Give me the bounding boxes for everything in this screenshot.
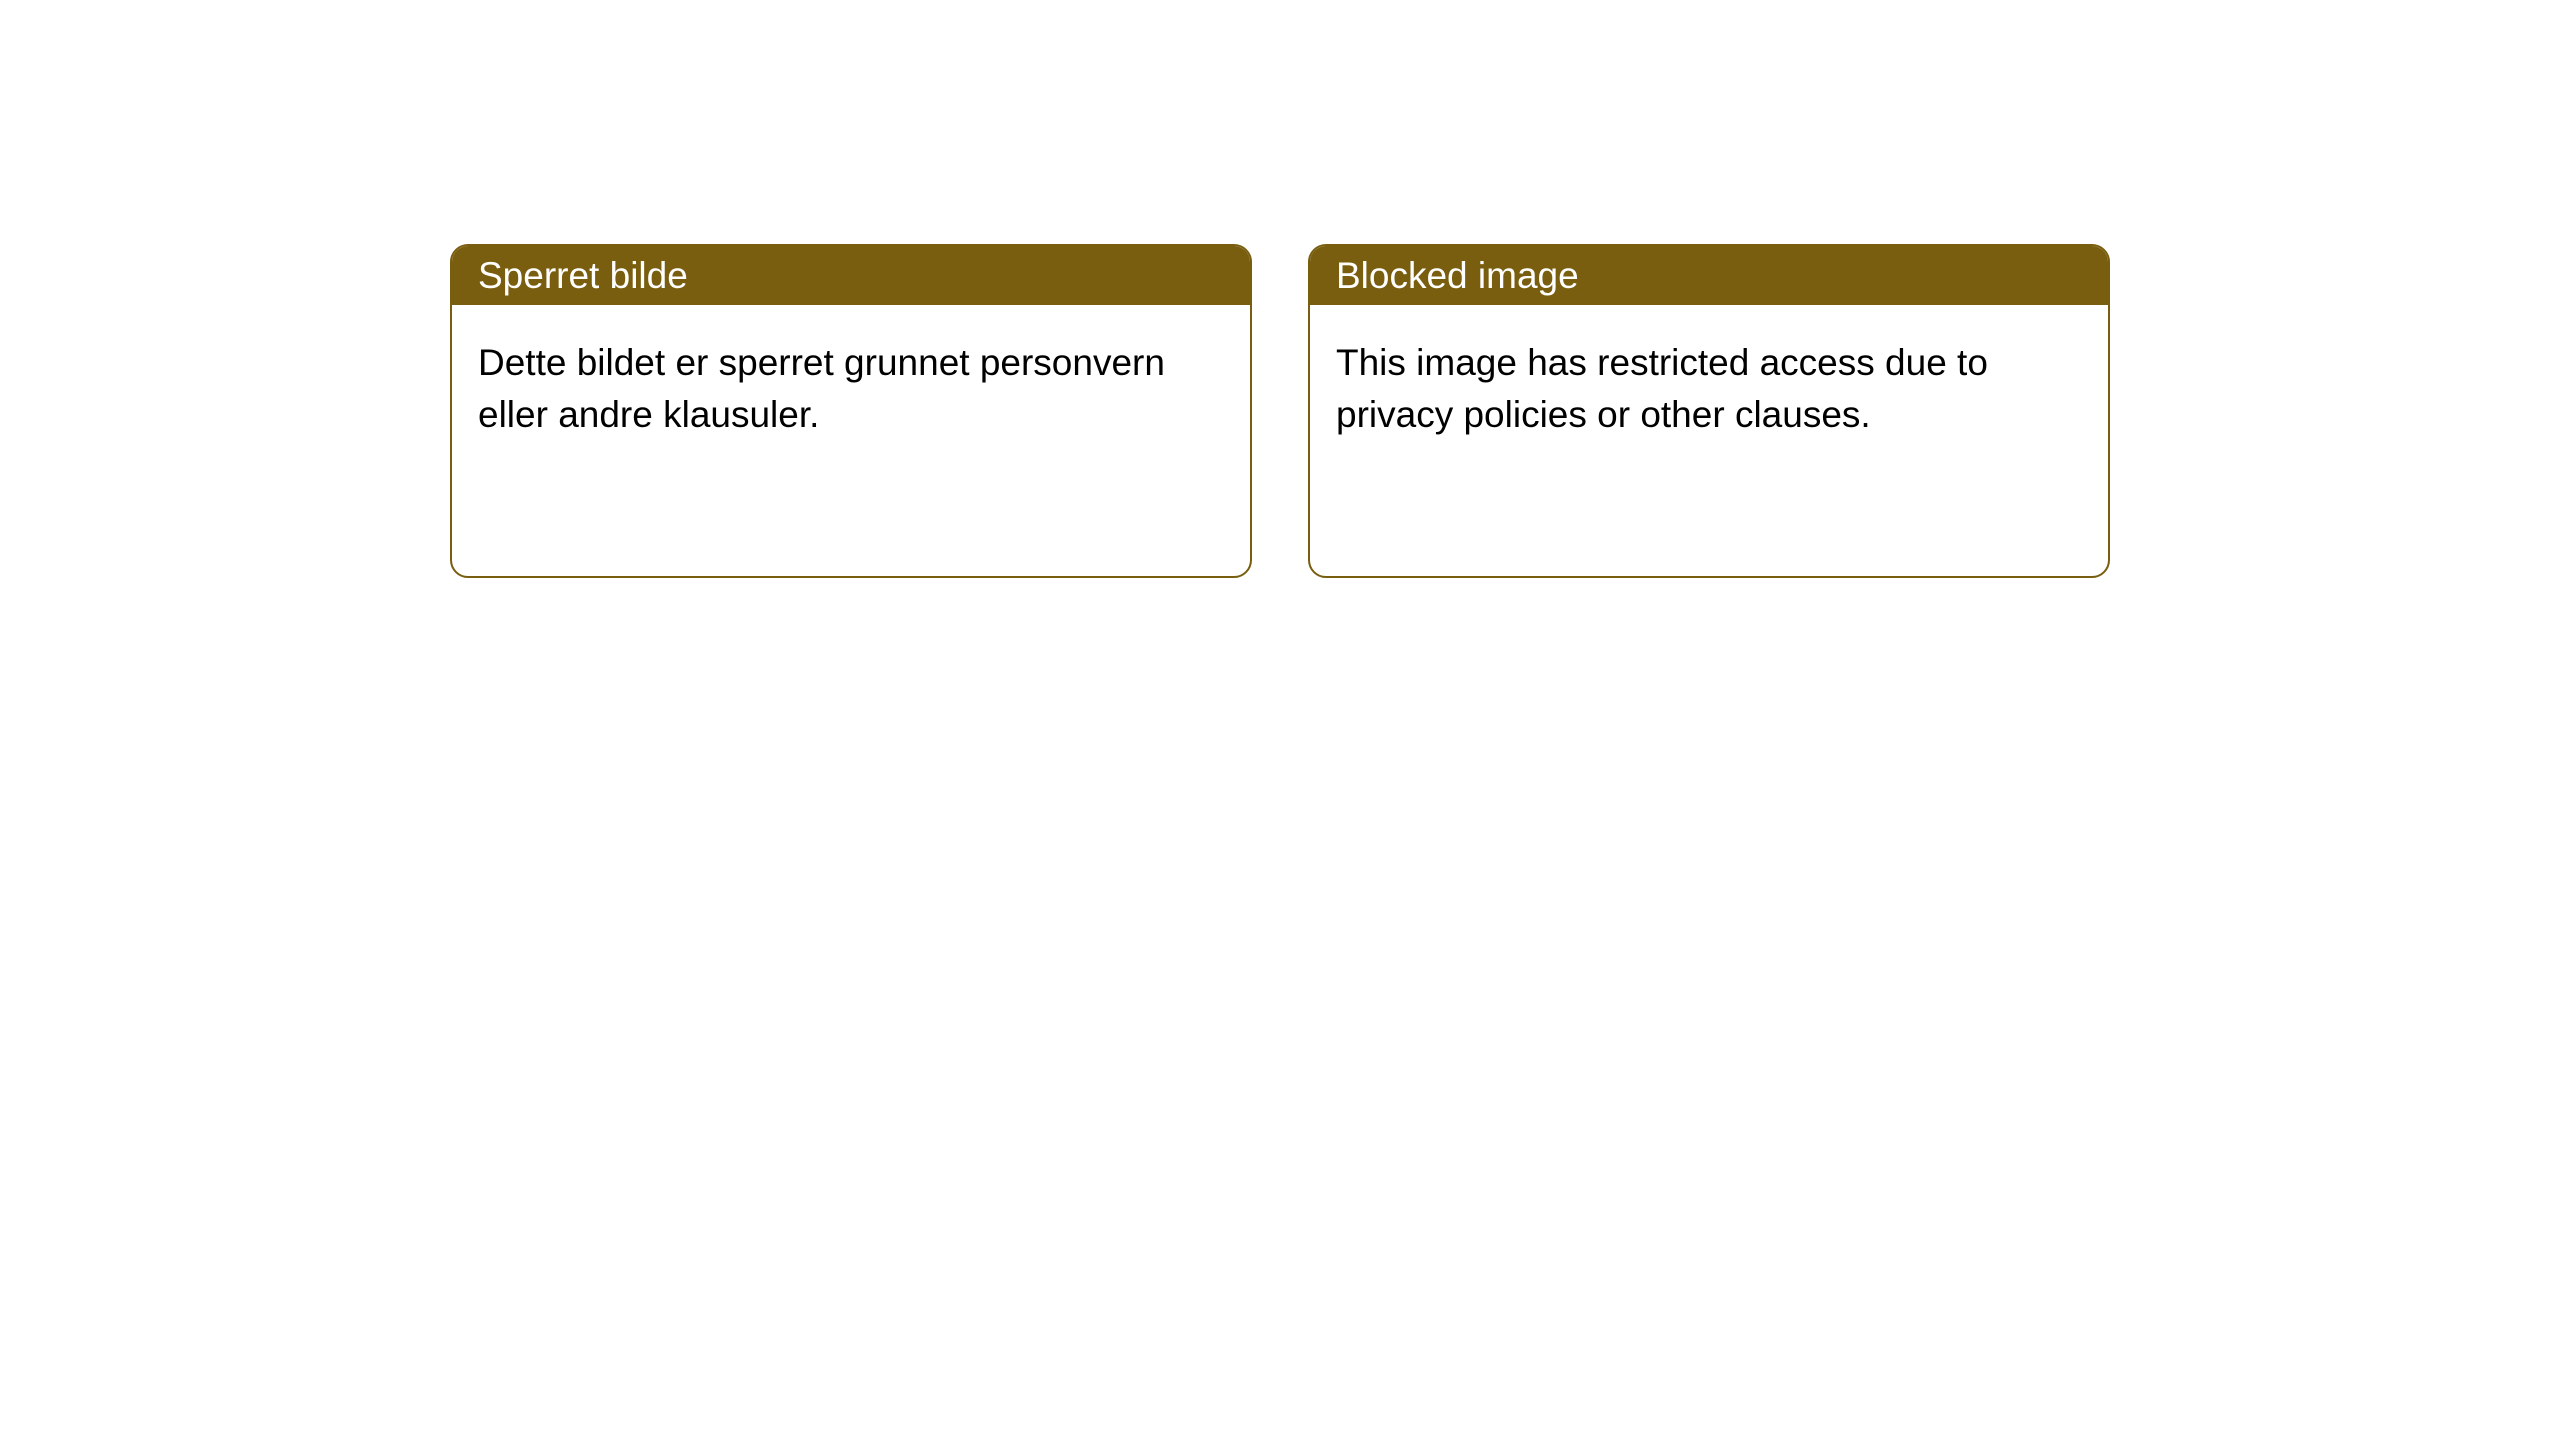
notice-body-text: Dette bildet er sperret grunnet personve… [478,342,1165,435]
notice-body-text: This image has restricted access due to … [1336,342,1988,435]
notice-body: This image has restricted access due to … [1310,305,2108,473]
notice-header: Blocked image [1310,246,2108,305]
notice-card-english: Blocked image This image has restricted … [1308,244,2110,578]
notice-header: Sperret bilde [452,246,1250,305]
notice-body: Dette bildet er sperret grunnet personve… [452,305,1250,473]
notice-title: Blocked image [1336,255,1579,297]
notice-card-norwegian: Sperret bilde Dette bildet er sperret gr… [450,244,1252,578]
notice-title: Sperret bilde [478,255,688,297]
notice-container: Sperret bilde Dette bildet er sperret gr… [0,0,2560,578]
